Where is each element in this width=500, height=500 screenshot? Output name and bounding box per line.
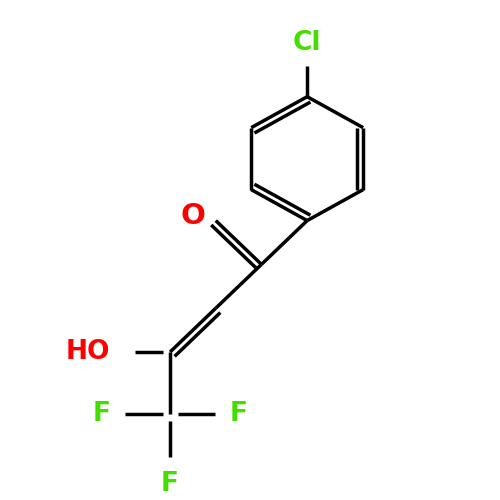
Text: F: F (230, 401, 248, 427)
Text: F: F (161, 472, 179, 498)
Text: Cl: Cl (293, 30, 322, 56)
Text: HO: HO (66, 339, 110, 365)
Text: F: F (92, 401, 110, 427)
Text: O: O (181, 202, 206, 230)
